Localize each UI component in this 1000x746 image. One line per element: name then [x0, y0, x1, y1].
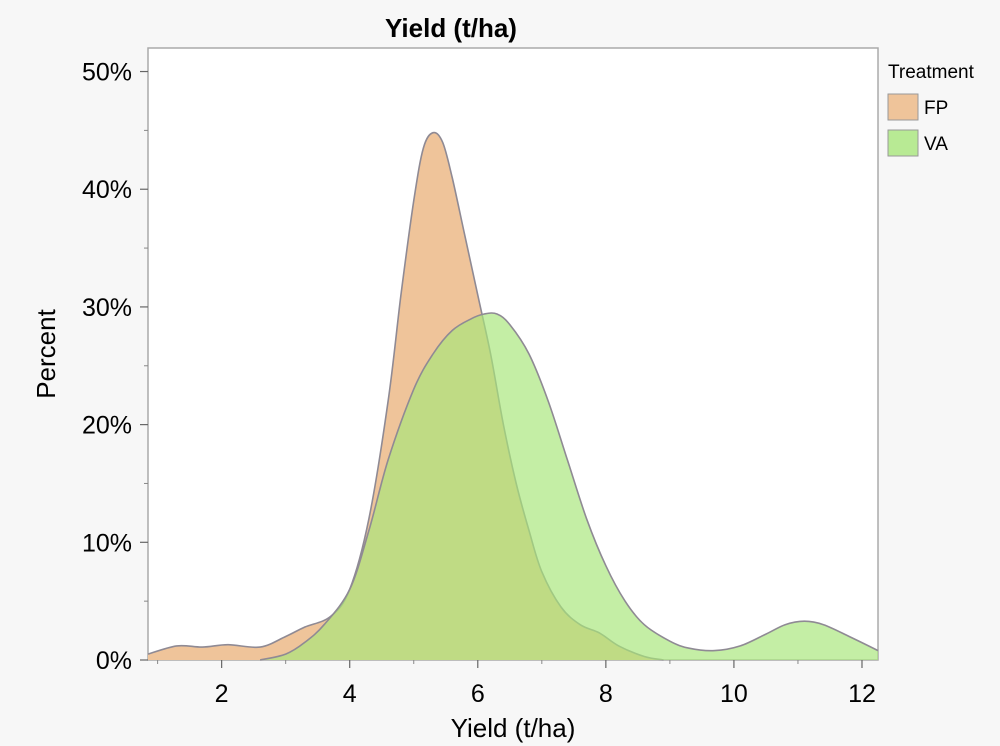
- y-tick-label: 40%: [82, 176, 132, 204]
- x-tick-label: 6: [471, 680, 485, 708]
- y-tick-label: 30%: [82, 294, 132, 322]
- x-tick-label: 10: [720, 680, 748, 708]
- y-tick-label: 10%: [82, 529, 132, 557]
- x-tick-label: 4: [343, 680, 357, 708]
- x-axis-label: Yield (t/ha): [451, 713, 576, 743]
- area-fp: [148, 132, 664, 660]
- y-tick-label: 50%: [82, 59, 132, 87]
- x-tick-label: 12: [848, 680, 876, 708]
- chart-title: Yield (t/ha): [385, 13, 517, 43]
- axes-layer: 0% 10% 20% 30% 40% 50% 2 4 6 8 10 12: [82, 59, 876, 708]
- legend-label-va: VA: [924, 134, 948, 155]
- legend-swatch-va: [887, 129, 919, 157]
- legend: Treatment FP VA: [887, 62, 975, 157]
- legend-title: Treatment: [888, 62, 975, 83]
- legend-swatch-fp: [887, 93, 919, 121]
- y-tick-label: 20%: [82, 412, 132, 440]
- y-tick-label: 0%: [96, 647, 132, 675]
- area-va: [260, 312, 879, 660]
- x-tick-label: 2: [215, 680, 229, 708]
- curve-va: [259, 312, 879, 661]
- series-layer: [147, 131, 879, 661]
- x-tick-label: 8: [599, 680, 613, 708]
- y-axis-label: Percent: [31, 308, 61, 398]
- legend-label-fp: FP: [924, 98, 948, 119]
